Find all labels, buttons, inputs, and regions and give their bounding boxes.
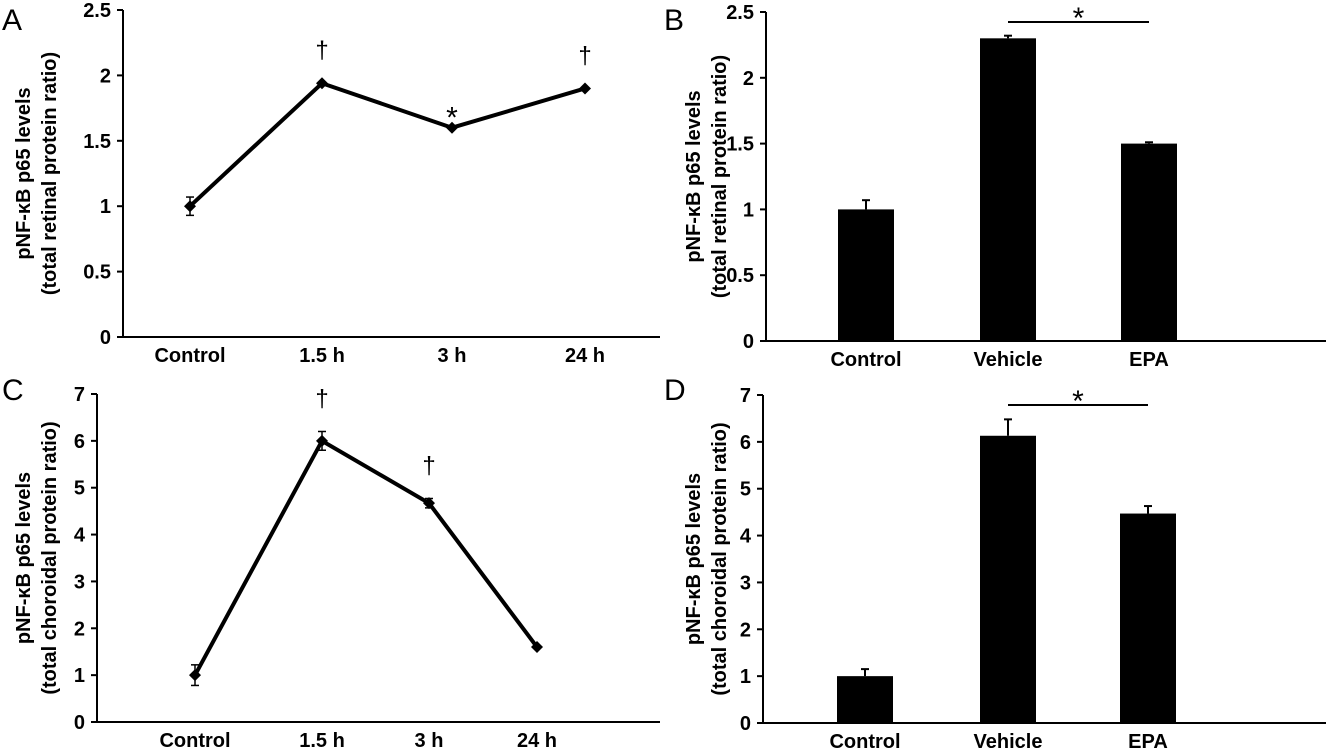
x-tick-label: Control bbox=[830, 349, 901, 371]
y-tick-label: 1.5 bbox=[726, 134, 754, 156]
y-tick-label: 0 bbox=[740, 713, 751, 735]
data-point bbox=[316, 434, 328, 447]
bar bbox=[1121, 143, 1177, 341]
significance-star: * bbox=[1073, 2, 1085, 35]
x-tick-label: 3 h bbox=[415, 730, 444, 751]
y-tick-label: 0 bbox=[100, 327, 111, 349]
x-tick-label: Control bbox=[829, 731, 900, 751]
y-tick-label: 0 bbox=[743, 331, 754, 353]
y-tick-label: 3 bbox=[74, 571, 85, 593]
panel-d: 0 1 2 3 4 5 6 7 Control Vehicle EPA pNF-κB p65 leve… bbox=[664, 374, 1326, 751]
bar bbox=[838, 209, 894, 341]
y-tick-label: 1 bbox=[74, 665, 85, 687]
data-point bbox=[184, 200, 196, 213]
data-point bbox=[423, 497, 435, 510]
y-tick-label: 6 bbox=[740, 432, 751, 454]
y-tick-label: 7 bbox=[740, 385, 751, 407]
panel-letter: D bbox=[664, 374, 686, 407]
x-tick-label: Vehicle bbox=[974, 731, 1043, 751]
significance-star: * bbox=[1072, 385, 1084, 418]
x-tick-label: EPA bbox=[1129, 349, 1169, 371]
x-tick-label: 24 h bbox=[565, 345, 605, 367]
y-tick-label: 1 bbox=[740, 666, 751, 688]
y-tick-label: 1.5 bbox=[83, 131, 111, 153]
series-line bbox=[193, 438, 539, 677]
panel-letter: A bbox=[2, 4, 22, 37]
y-tick-label: 2 bbox=[100, 65, 111, 87]
y-tick-label: 2 bbox=[74, 618, 85, 640]
y-axis-label-units: (total choroidal protein ratio) bbox=[39, 421, 61, 694]
significance-dagger: † bbox=[422, 452, 435, 479]
data-point bbox=[446, 121, 458, 134]
x-tick-label: 1.5 h bbox=[299, 730, 345, 751]
y-tick-label: 5 bbox=[740, 479, 751, 501]
x-tick-label: EPA bbox=[1128, 731, 1168, 751]
data-point bbox=[189, 669, 201, 682]
y-axis-label: pNF-κB p65 levels bbox=[683, 473, 705, 645]
y-tick-label: 5 bbox=[74, 478, 85, 500]
x-tick-label: Control bbox=[154, 345, 225, 367]
y-tick-label: 3 bbox=[740, 572, 751, 594]
y-tick-label: 4 bbox=[740, 526, 752, 548]
data-point bbox=[316, 77, 328, 90]
x-tick-label: 24 h bbox=[517, 730, 557, 751]
y-tick-label: 6 bbox=[74, 431, 85, 453]
y-axis-label-units: (total retinal protein ratio) bbox=[39, 52, 61, 295]
series-line bbox=[188, 80, 586, 208]
bar bbox=[1120, 513, 1176, 723]
significance-dagger: † bbox=[315, 385, 328, 412]
significance-star: * bbox=[446, 102, 458, 135]
y-tick-label: 2 bbox=[740, 619, 751, 641]
panel-c: 0 1 2 3 4 5 6 7 Control 1.5 h 3 h 24 h pNF-κB p65 le… bbox=[2, 374, 660, 751]
panel-letter: B bbox=[664, 4, 684, 37]
y-axis-label: pNF-κB p65 levels bbox=[13, 87, 35, 259]
significance-dagger: † bbox=[315, 37, 328, 64]
y-tick-label: 0.5 bbox=[83, 262, 111, 284]
y-tick-label: 2 bbox=[743, 68, 754, 90]
y-axis-label-units: (total retinal protein ratio) bbox=[709, 55, 731, 298]
y-axis-label-units: (total choroidal protein ratio) bbox=[709, 422, 731, 695]
bar bbox=[980, 435, 1036, 723]
y-tick-label: 2.5 bbox=[83, 0, 111, 22]
data-point bbox=[579, 82, 591, 95]
y-axis-label: pNF-κB p65 levels bbox=[683, 90, 705, 262]
y-tick-label: 2.5 bbox=[726, 2, 754, 24]
bar bbox=[837, 676, 893, 723]
y-axis-label: pNF-κB p65 levels bbox=[13, 472, 35, 644]
x-tick-label: Control bbox=[159, 730, 230, 751]
panel-a: 0 0.5 1 1.5 2 2.5 Control 1.5 h 3 h 24 h pNF-κB p6… bbox=[2, 0, 660, 367]
y-tick-label: 0 bbox=[74, 712, 85, 734]
significance-dagger: † bbox=[578, 42, 591, 69]
y-tick-label: 7 bbox=[74, 384, 85, 406]
y-tick-label: 1 bbox=[100, 196, 111, 218]
y-tick-label: 4 bbox=[74, 525, 86, 547]
y-tick-label: 0.5 bbox=[726, 265, 754, 287]
y-tick-label: 1 bbox=[743, 199, 754, 221]
x-tick-label: 3 h bbox=[438, 345, 467, 367]
panel-b: 0 0.5 1 1.5 2 2.5 Control Vehicle EPA pNF-κB p65 … bbox=[664, 2, 1326, 371]
data-point bbox=[531, 641, 543, 654]
panel-letter: C bbox=[2, 374, 24, 407]
x-tick-label: 1.5 h bbox=[299, 345, 345, 367]
bar bbox=[980, 38, 1036, 341]
x-tick-label: Vehicle bbox=[974, 349, 1043, 371]
